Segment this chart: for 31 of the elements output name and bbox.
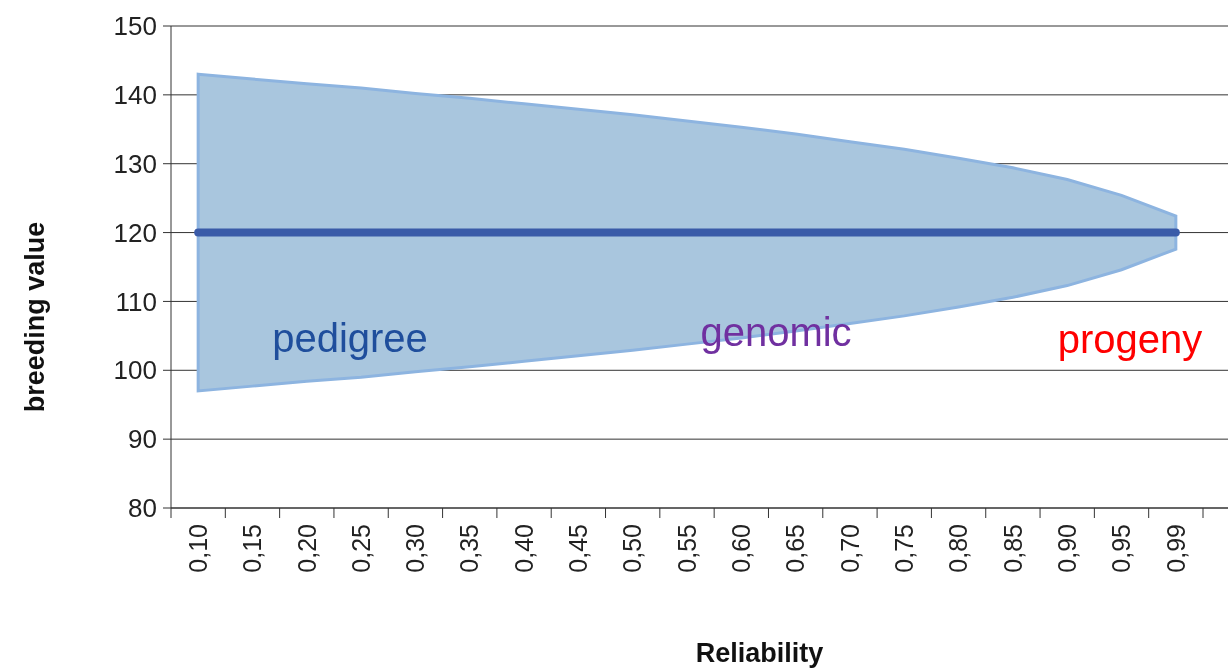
- x-tick-label: 0,80: [944, 524, 973, 573]
- x-tick-label: 0,50: [618, 524, 647, 573]
- y-tick-label: 150: [113, 11, 157, 42]
- x-tick-label: 0,60: [727, 524, 756, 573]
- x-tick-label: 0,25: [346, 524, 375, 573]
- x-tick-label: 0,70: [835, 524, 864, 573]
- x-tick-label: 0,65: [781, 524, 810, 573]
- x-tick-label: 0,20: [292, 524, 321, 573]
- x-axis-title: Reliability: [695, 638, 824, 668]
- x-tick-label: 0,30: [401, 524, 430, 573]
- annotation: progeny: [1057, 317, 1203, 361]
- y-tick-label: 90: [128, 424, 157, 455]
- y-tick-label: 130: [113, 148, 157, 179]
- y-tick-label: 110: [115, 286, 157, 317]
- y-axis-title: breeding value: [20, 221, 50, 413]
- x-tick-label: 0,35: [455, 524, 484, 573]
- x-tick-label: 0,99: [1161, 524, 1190, 573]
- y-tick-label: 100: [113, 355, 157, 386]
- x-tick-label: 0,45: [564, 524, 593, 573]
- annotation: pedigree: [272, 316, 428, 360]
- y-tick-label: 80: [128, 493, 157, 524]
- x-tick-label: 0,55: [672, 524, 701, 573]
- x-tick-label: 0,10: [183, 524, 212, 573]
- y-tick-label: 140: [113, 79, 157, 110]
- y-tick-label: 120: [113, 217, 157, 248]
- x-tick-label: 0,90: [1052, 524, 1081, 573]
- x-tick-label: 0,75: [890, 524, 919, 573]
- x-tick-label: 0,95: [1107, 524, 1136, 573]
- x-tick-label: 0,85: [998, 524, 1027, 573]
- x-tick-label: 0,15: [238, 524, 267, 573]
- x-tick-label: 0,40: [509, 524, 538, 573]
